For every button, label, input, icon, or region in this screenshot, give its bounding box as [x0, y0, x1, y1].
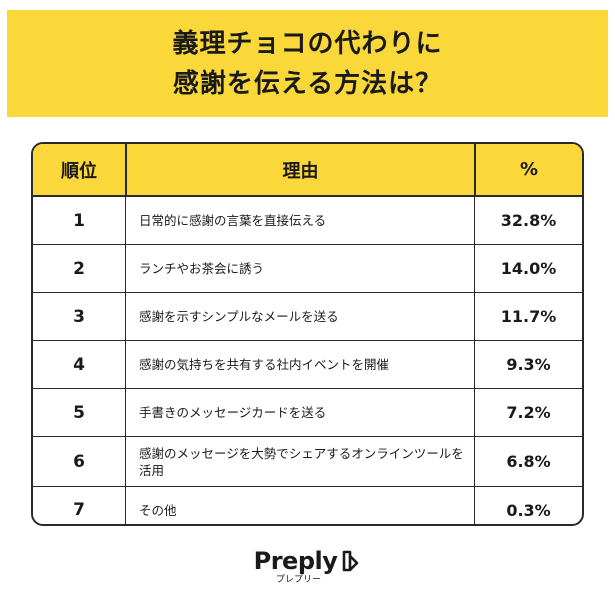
rank-cell: 6: [73, 451, 85, 472]
header-reason: 理由: [125, 144, 474, 195]
table-row: 6 感謝のメッセージを大勢でシェアするオンラインツールを活用 6.8%: [33, 436, 582, 486]
reason-cell: その他: [125, 487, 474, 524]
rank-cell: 3: [73, 306, 85, 327]
table-row: 7 その他 0.3%: [33, 486, 582, 524]
table-row: 5 手書きのメッセージカードを送る 7.2%: [33, 388, 582, 436]
reason-cell: 日常的に感謝の言葉を直接伝える: [125, 197, 474, 244]
table-body: 1 日常的に感謝の言葉を直接伝える 32.8% 2 ランチやお茶会に誘う 14.0% 3 感謝…: [33, 197, 582, 524]
percent-cell: 0.3%: [474, 487, 582, 524]
logo-subtitle: プレプリー: [275, 575, 321, 585]
reason-cell: 手書きのメッセージカードを送る: [125, 389, 474, 436]
preply-logo-icon: [343, 550, 359, 572]
title-line-1: 義理チョコの代わりに: [172, 28, 443, 59]
table-row: 3 感謝を示すシンプルなメールを送る 11.7%: [33, 292, 582, 340]
percent-cell: 9.3%: [474, 341, 582, 388]
percent-cell: 32.8%: [474, 197, 582, 244]
percent-cell: 7.2%: [474, 389, 582, 436]
table-row: 4 感謝の気持ちを共有する社内イベントを開催 9.3%: [33, 340, 582, 388]
rank-cell: 2: [73, 258, 85, 279]
reason-cell: 感謝を示すシンプルなメールを送る: [125, 293, 474, 340]
percent-cell: 14.0%: [474, 245, 582, 292]
rank-cell: 4: [73, 354, 85, 375]
title-line-2: 感謝を伝える方法は？: [172, 68, 443, 99]
reason-cell: 感謝のメッセージを大勢でシェアするオンラインツールを活用: [125, 437, 474, 486]
table-row: 2 ランチやお茶会に誘う 14.0%: [33, 244, 582, 292]
title-banner: 義理チョコの代わりに 感謝を伝える方法は？: [7, 10, 608, 117]
header-percent: %: [474, 144, 582, 195]
ranking-table: 順位 理由 % 1 日常的に感謝の言葉を直接伝える 32.8% 2 ランチやお茶会に誘う…: [31, 142, 584, 526]
logo-wordmark: Preply: [253, 547, 338, 575]
table-header: 順位 理由 %: [33, 144, 582, 197]
preply-logo: Preply プレプリー: [0, 548, 615, 586]
reason-cell: 感謝の気持ちを共有する社内イベントを開催: [125, 341, 474, 388]
table-row: 1 日常的に感謝の言葉を直接伝える 32.8%: [33, 197, 582, 244]
percent-cell: 11.7%: [474, 293, 582, 340]
percent-cell: 6.8%: [474, 437, 582, 486]
rank-cell: 1: [73, 210, 85, 231]
header-rank: 順位: [61, 160, 97, 182]
reason-cell: ランチやお茶会に誘う: [125, 245, 474, 292]
rank-cell: 5: [73, 402, 85, 423]
rank-cell: 7: [73, 500, 85, 520]
